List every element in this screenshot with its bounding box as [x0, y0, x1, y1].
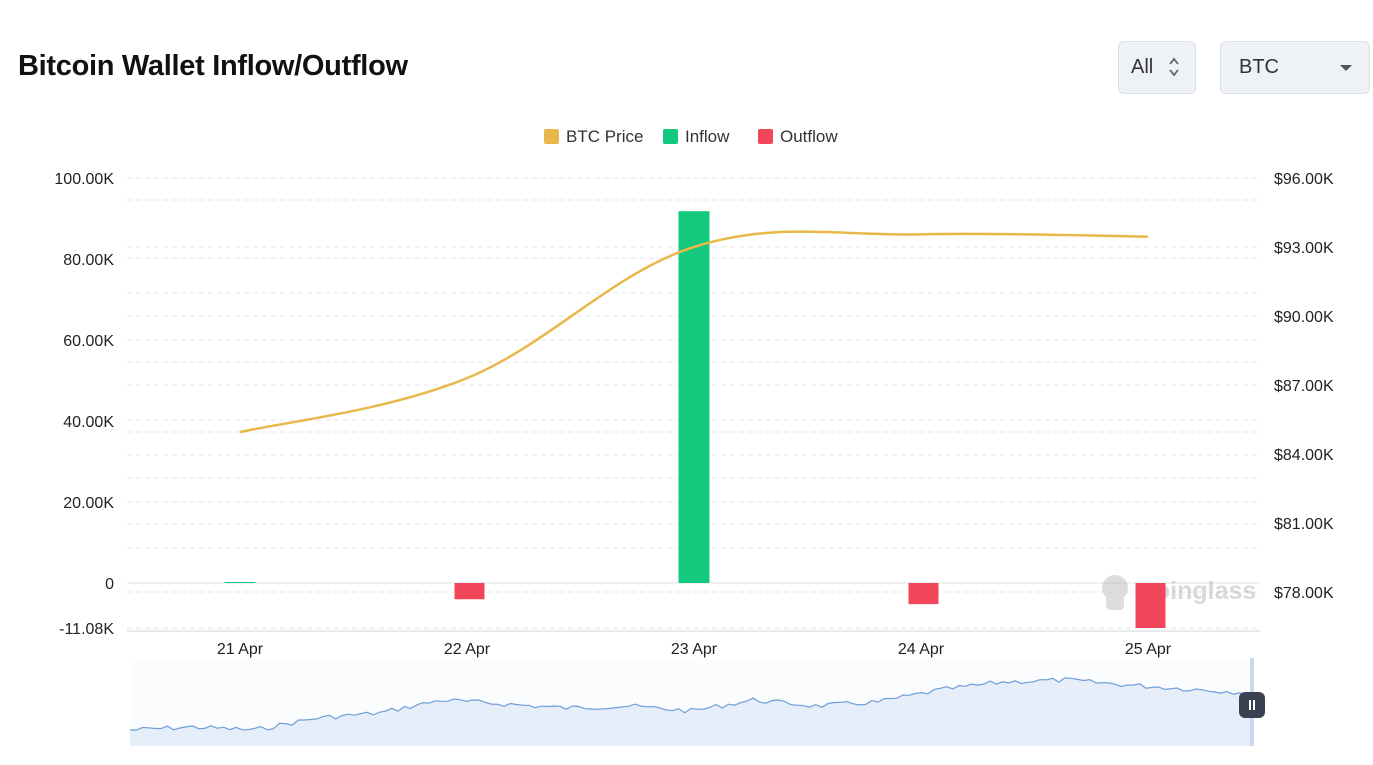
- outflow-bar: [908, 583, 939, 605]
- asset-selector[interactable]: BTC: [1220, 41, 1370, 94]
- x-axis-tick: 21 Apr: [217, 641, 264, 658]
- right-axis-tick: $84.00K: [1274, 447, 1334, 464]
- page-title: Bitcoin Wallet Inflow/Outflow: [18, 50, 408, 82]
- navigator-line: [130, 677, 1253, 731]
- legend-item-inflow[interactable]: Inflow: [663, 127, 730, 146]
- navigator-area: [130, 677, 1252, 746]
- coinglass-logo-icon: [1102, 575, 1128, 601]
- legend-swatch: [758, 129, 773, 144]
- right-axis-tick: $96.00K: [1274, 171, 1334, 188]
- x-axis-tick: 24 Apr: [898, 641, 945, 658]
- watermark: coinglass: [1102, 575, 1256, 610]
- left-axis-tick: 100.00K: [54, 171, 114, 188]
- x-axis-tick: 25 Apr: [1125, 641, 1172, 658]
- legend-label: BTC Price: [566, 127, 643, 146]
- range-selector-label: All: [1131, 56, 1154, 78]
- inflow-bar: [678, 211, 710, 583]
- left-axis-tick: 40.00K: [63, 414, 114, 431]
- asset-selector-label: BTC: [1239, 56, 1279, 78]
- caret-down-icon: [1340, 65, 1352, 71]
- legend-swatch: [544, 129, 559, 144]
- outflow-bar: [1135, 583, 1166, 628]
- left-axis-tick: 80.00K: [63, 252, 114, 269]
- legend-swatch: [663, 129, 678, 144]
- inflow-bar: [224, 582, 256, 583]
- right-axis-tick: $93.00K: [1274, 240, 1334, 257]
- right-axis-tick: $87.00K: [1274, 378, 1334, 395]
- right-axis-tick: $78.00K: [1274, 585, 1334, 602]
- legend-item-outflow[interactable]: Outflow: [758, 127, 838, 146]
- x-axis-tick: 22 Apr: [444, 641, 491, 658]
- up-down-arrows-icon: [1169, 57, 1179, 77]
- legend-item-btc-price[interactable]: BTC Price: [544, 127, 643, 146]
- outflow-bar: [454, 583, 485, 600]
- left-axis-tick: -11.08K: [59, 621, 114, 638]
- left-axis-tick: 20.00K: [63, 495, 114, 512]
- x-axis-tick: 23 Apr: [671, 641, 718, 658]
- coinglass-logo-body: [1106, 596, 1124, 610]
- legend-label: Outflow: [780, 127, 838, 146]
- range-selector[interactable]: All: [1118, 41, 1196, 94]
- left-axis-tick: 60.00K: [63, 333, 114, 350]
- legend-label: Inflow: [685, 127, 730, 146]
- right-axis-tick: $81.00K: [1274, 516, 1334, 533]
- right-axis-tick: $90.00K: [1274, 309, 1334, 326]
- btc-price-line: [239, 230, 1149, 434]
- left-axis-tick: 0: [105, 576, 114, 593]
- pause-icon[interactable]: [1239, 692, 1265, 718]
